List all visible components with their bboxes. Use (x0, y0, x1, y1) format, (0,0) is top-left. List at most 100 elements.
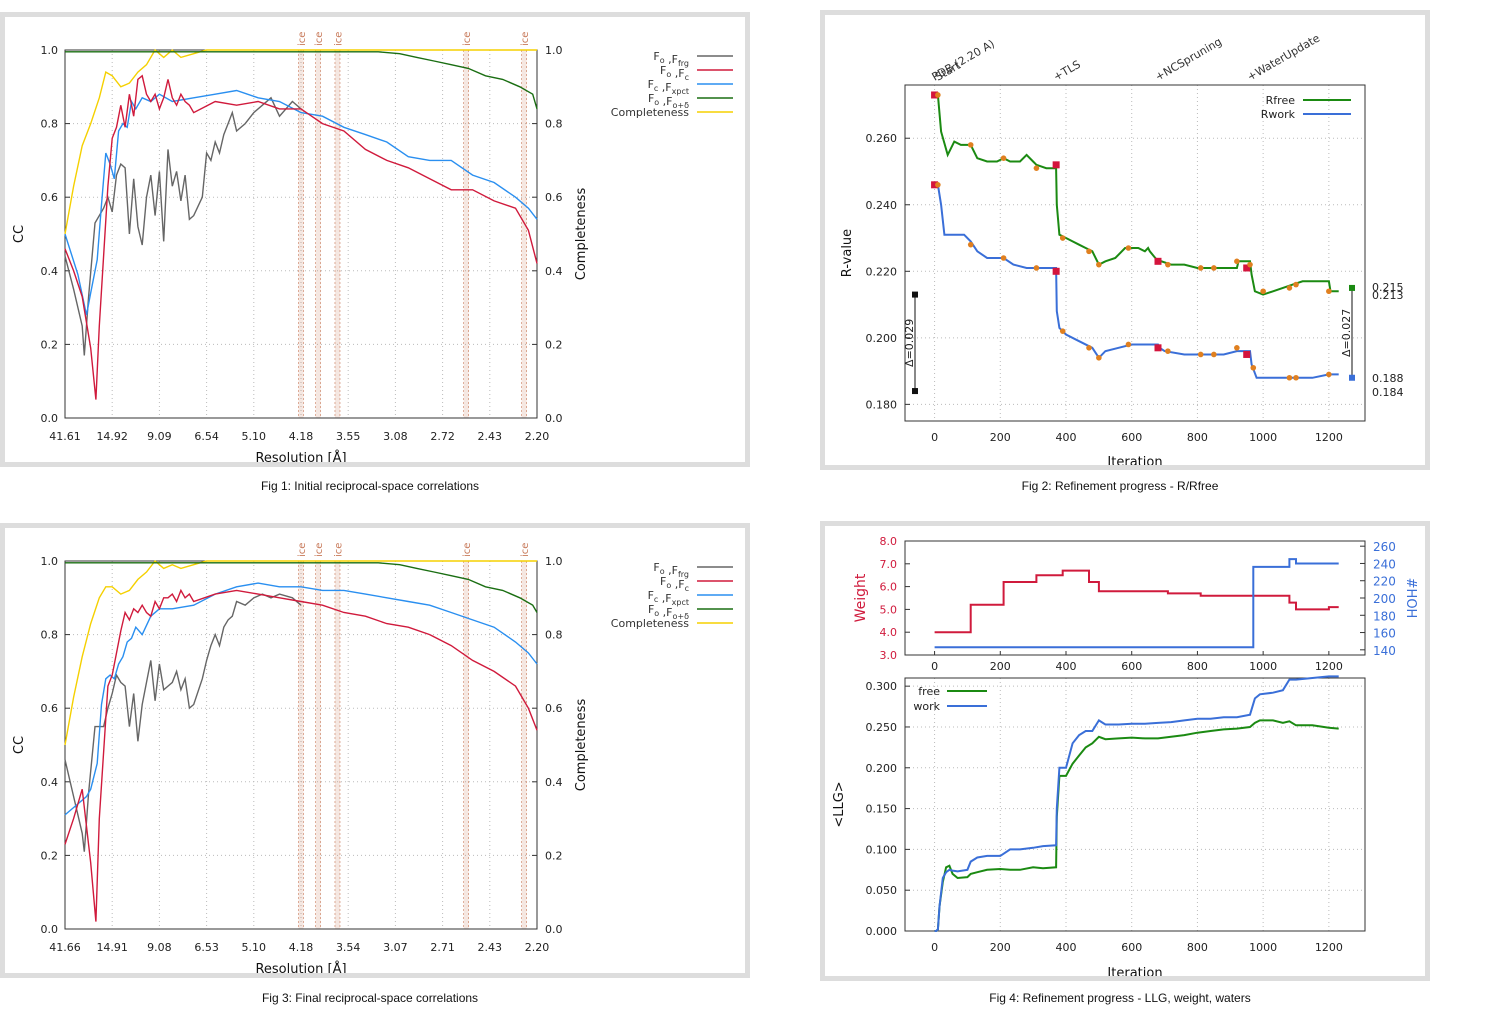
fig2-right-value: 0.188 (1372, 372, 1404, 385)
fig1-caption: Fig 1: Initial reciprocal-space correlat… (260, 479, 480, 493)
fig3-y2tick-label: 0.8 (545, 629, 563, 642)
fig2-ytick-label: 0.260 (866, 132, 898, 145)
fig4-xtick-label: 800 (1187, 941, 1208, 954)
fig3-xtick-label: 3.54 (336, 941, 361, 954)
fig2-ylabel: R-value (840, 229, 855, 277)
fig2-marker-red (1154, 257, 1162, 265)
fig3-y2tick-label: 1.0 (545, 555, 563, 568)
fig2-top-label: +TLS (1051, 58, 1083, 84)
fig4-xtick-label: 600 (1121, 941, 1142, 954)
fig2-marker-orange (967, 142, 974, 148)
fig3-ytick-label: 0.6 (41, 702, 59, 715)
fig3-series-fxpct (64, 582, 538, 816)
fig1-ice-band (315, 50, 321, 418)
fig2-legend-rfree-label: Rfree (1266, 94, 1296, 107)
fig1-ice-label: ice (462, 32, 473, 46)
fig1-legend-fc-label: Fo ,Fc (660, 64, 689, 82)
fig4-top-xtick-label: 400 (1056, 660, 1077, 673)
fig3-xtick-label: 2.43 (478, 941, 503, 954)
fig1-y2tick-label: 0.6 (545, 191, 563, 204)
fig2-marker-orange (1197, 265, 1204, 271)
fig3-ytick-label: 1.0 (41, 555, 59, 568)
fig2-marker-orange (1000, 155, 1007, 161)
fig4-top-xtick-label: 0 (931, 660, 938, 673)
fig2-marker-orange (1260, 288, 1266, 295)
fig2-marker-red (1154, 344, 1162, 352)
fig3-xtick-label: 4.18 (289, 941, 314, 954)
fig3-ice-label: ice (314, 543, 325, 557)
fig4-ytick-label: 0.050 (866, 884, 898, 897)
fig4-top-y2tick-label: 200 (1373, 592, 1396, 606)
fig1-y2tick-label: 0.8 (545, 118, 563, 131)
fig3-ice-band (315, 561, 321, 929)
fig2-delta-right-label: Δ=0.027 (1340, 309, 1353, 357)
fig2-series-rfree (934, 94, 1339, 296)
fig1-ytick-label: 0.2 (41, 338, 59, 351)
fig4-bottom-ylabel: <LLG> (832, 781, 847, 827)
fig2-xtick-label: 200 (990, 431, 1011, 444)
fig1-xtick-label: 3.55 (336, 430, 361, 443)
fig2-marker-orange (1096, 261, 1102, 268)
fig2-marker-red (1052, 267, 1060, 275)
fig2-marker-orange (1033, 265, 1040, 271)
fig3-legend-fxpct-label: Fc ,Fxpct (648, 589, 689, 607)
fig4-xtick-label: 1200 (1315, 941, 1343, 954)
fig3-caption: Fig 3: Final reciprocal-space correlatio… (261, 991, 479, 1005)
fig1-ice-band (334, 50, 340, 418)
fig2-right-value: 0.215 (1372, 281, 1404, 294)
fig3-series-fc (64, 588, 538, 922)
fig1-ice-label: ice (333, 32, 344, 46)
fig2-caption: Fig 2: Refinement progress - R/Rfree (1021, 479, 1219, 493)
fig3-series-ffrg (64, 593, 302, 852)
fig3-ice-label: ice (520, 543, 531, 557)
fig2-ytick-label: 0.240 (866, 199, 898, 212)
fig1-ytick-label: 1.0 (41, 44, 59, 57)
fig1-y2tick-label: 1.0 (545, 44, 563, 57)
fig1-y2tick-label: 0.2 (545, 338, 563, 351)
fig2-marker-orange (1086, 345, 1092, 351)
fig4-top-y2tick-label: 220 (1373, 575, 1396, 589)
fig4-ytick-label: 0.100 (866, 843, 898, 856)
fig4-xtick-label: 200 (990, 941, 1011, 954)
fig2-marker-orange (1165, 348, 1171, 354)
fig3-xtick-label: 41.66 (49, 941, 81, 954)
fig4-top-xtick-label: 800 (1187, 660, 1208, 673)
fig3-ytick-label: 0.2 (41, 849, 59, 862)
fig2-marker-orange (1293, 281, 1299, 288)
fig2-delta-right-bottom (1349, 374, 1355, 381)
fig1-chart: 0.0 0.0 0.2 0.2 0.4 0.4 0.6 0.6 0.8 0.8 1.0 1.0 41.6… (12, 32, 733, 462)
fig2-delta-left-top (912, 291, 918, 298)
fig1-ylabel: CC (12, 225, 27, 243)
fig2-ytick-label: 0.180 (866, 398, 898, 411)
fig4-ytick-label: 0.000 (866, 925, 898, 938)
fig3-y2tick-label: 0.4 (545, 776, 563, 789)
fig4-ytick-label: 0.300 (866, 680, 898, 693)
fig2-delta-right-top (1349, 284, 1355, 291)
fig2-marker-orange (1125, 245, 1132, 251)
fig4-top-plot-frame (904, 540, 1366, 656)
fig1-xlabel: Resolution [Å] (255, 450, 346, 462)
fig3-series-completeness (64, 559, 537, 746)
fig3-ice-band (521, 561, 527, 929)
fig2-marker-orange (1326, 371, 1332, 378)
fig2-xtick-label: 0 (931, 431, 938, 444)
fig2-plot-frame (904, 84, 1366, 422)
fig1-xtick-label: 3.08 (383, 430, 408, 443)
fig3-xtick-label: 6.53 (194, 941, 219, 954)
fig3-legend-fc-label: Fo ,Fc (660, 575, 689, 593)
fig2-marker-orange (1234, 345, 1240, 351)
fig2-marker-orange (1059, 328, 1066, 334)
fig1-legend-fxpct-label: Fc ,Fxpct (648, 78, 689, 96)
fig4-top-ytick-label: 7.0 (880, 558, 898, 571)
fig3-ice-label: ice (462, 543, 473, 557)
fig2-right-value: 0.184 (1372, 386, 1404, 399)
fig4-bottom-plot-frame (904, 677, 1366, 932)
fig4-series-work (934, 675, 1339, 932)
fig3-chart: 0.0 0.0 0.2 0.2 0.4 0.4 0.6 0.6 0.8 0.8 1.0 1.0 41.6… (12, 543, 733, 973)
fig2-marker-red (1243, 350, 1251, 358)
fig2-marker-orange (935, 92, 941, 98)
fig4-ytick-label: 0.150 (866, 803, 898, 816)
fig3-y2tick-label: 0.2 (545, 849, 563, 862)
fig1-ice-band (298, 50, 304, 418)
fig1-ytick-label: 0.4 (41, 265, 59, 278)
